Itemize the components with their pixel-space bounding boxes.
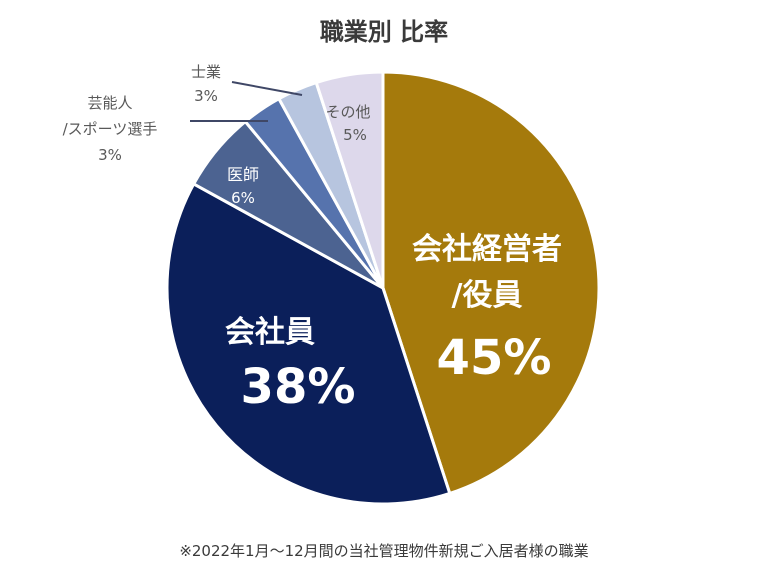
pie-slice-5 [314,70,385,289]
slice-value-doctor: 6% [231,189,255,207]
slice-value-entertainer: 3% [98,146,122,164]
slice-label-entertainer: 芸能人 [87,94,132,112]
pie-slice-0 [381,70,601,496]
slice-label-doctor: 医師 [227,165,259,184]
slice-label-entertainer-2: /スポーツ選手 [63,120,158,138]
slice-label-other: その他 [325,103,370,121]
slice-value-other: 5% [343,126,367,144]
slice-value-professional: 3% [194,87,218,105]
slice-label-employee: 会社員 [225,315,315,350]
slice-label-executive: 会社経営者 [412,232,562,267]
slice-value-employee: 38% [241,359,356,415]
slice-label-professional: 士業 [191,63,221,81]
pie-slice-1 [165,181,452,506]
slice-value-executive: 45% [437,330,552,386]
leader-line-shigyo [231,81,303,96]
slice-label-executive-2: /役員 [452,278,523,313]
chart-title: 職業別 比率 [320,18,448,46]
chart-footnote: ※2022年1月〜12月間の当社管理物件新規ご入居者様の職業 [179,542,588,560]
